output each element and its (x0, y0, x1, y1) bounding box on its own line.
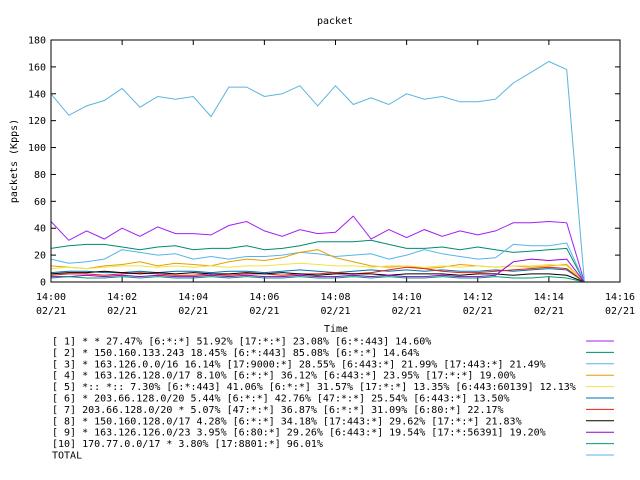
x-tick-label-date: 02/21 (320, 306, 350, 317)
y-tick-label: 160 (28, 62, 46, 73)
y-tick-label: 100 (28, 143, 46, 154)
x-tick-label-date: 02/21 (178, 306, 208, 317)
legend-entry-label: [ 9] * 163.126.126.0/23 3.95% [6:80:*] 2… (52, 428, 546, 439)
legend-entry-label: [ 8] * 150.160.128.0/17 4.28% [6:*:*] 34… (52, 416, 522, 427)
x-tick-label-date: 02/21 (249, 306, 279, 317)
legend-entry-label: [ 6] * 203.66.128.0/20 5.44% [6:*:*] 42.… (52, 394, 510, 405)
x-tick-label-date: 02/21 (605, 306, 635, 317)
legend: [ 1] * * 27.47% [6:*:*] 51.92% [17:*:*] … (52, 337, 614, 462)
x-tick-label-date: 02/21 (392, 306, 422, 317)
x-tick-label-time: 14:08 (320, 292, 350, 303)
x-tick-label-time: 14:10 (392, 292, 422, 303)
series-line-10 (50, 276, 585, 283)
y-axis-ticks: 0 20 40 60 80 100 120 140 160 180 (28, 36, 620, 289)
y-tick-label: 80 (34, 170, 46, 181)
legend-entry-label: [ 1] * * 27.47% [6:*:*] 51.92% [17:*:*] … (52, 337, 431, 348)
series-lines (50, 60, 585, 283)
legend-entry-label: TOTAL (52, 451, 82, 462)
chart-title: packet (317, 16, 353, 27)
x-tick-label-date: 02/21 (36, 306, 66, 317)
series-line-6 (50, 268, 585, 283)
legend-entry-label: [ 2] * 150.160.133.243 18.45% [6:*:443] … (52, 348, 419, 359)
x-tick-label-time: 14:06 (249, 292, 279, 303)
x-axis-label: Time (324, 324, 348, 335)
y-tick-label: 120 (28, 116, 46, 127)
y-axis-label: packets (Kpps) (9, 119, 20, 203)
series-line-3 (50, 242, 585, 283)
y-tick-label: 180 (28, 36, 46, 47)
series-line-8 (50, 270, 585, 283)
series-line-5 (50, 262, 585, 283)
x-axis-ticks: 14:00 02/21 14:02 02/21 14:04 02/21 14:06 02/21… (36, 40, 635, 317)
legend-entry-label: [ 3] * 163.126.0.0/16 16.14% [17:9000:*]… (52, 359, 546, 370)
series-line-1 (50, 215, 585, 283)
x-tick-label-time: 14:00 (36, 292, 66, 303)
y-tick-label: 20 (34, 251, 46, 262)
series-line-7 (50, 266, 585, 283)
y-tick-label: 60 (34, 197, 46, 208)
x-tick-label-date: 02/21 (534, 306, 564, 317)
y-tick-label: 140 (28, 89, 46, 100)
y-tick-label: 0 (40, 278, 46, 289)
legend-entry-label: [ 7] 203.66.128.0/20 * 5.07% [47:*:*] 36… (52, 405, 504, 416)
x-tick-label-date: 02/21 (107, 306, 137, 317)
x-tick-label-time: 14:04 (178, 292, 208, 303)
legend-entry-label: [ 4] * 163.126.128.0/17 8.10% [6:*:*] 36… (52, 371, 516, 382)
series-line-11 (50, 60, 585, 283)
x-tick-label-date: 02/21 (463, 306, 493, 317)
x-tick-label-time: 14:14 (534, 292, 564, 303)
series-line-2 (50, 239, 585, 283)
plot-frame (50, 39, 621, 283)
series-line-9 (51, 258, 585, 283)
legend-entry-label: [ 5] *:: *:: 7.30% [6:*:443] 41.06% [6:*… (52, 382, 576, 393)
legend-entry-label: [10] 170.77.0.0/17 * 3.80% [17:8801:*] 9… (52, 439, 323, 450)
x-tick-label-time: 14:02 (107, 292, 137, 303)
y-tick-label: 40 (34, 224, 46, 235)
x-tick-label-time: 14:12 (463, 292, 493, 303)
x-tick-label-time: 14:16 (605, 292, 635, 303)
